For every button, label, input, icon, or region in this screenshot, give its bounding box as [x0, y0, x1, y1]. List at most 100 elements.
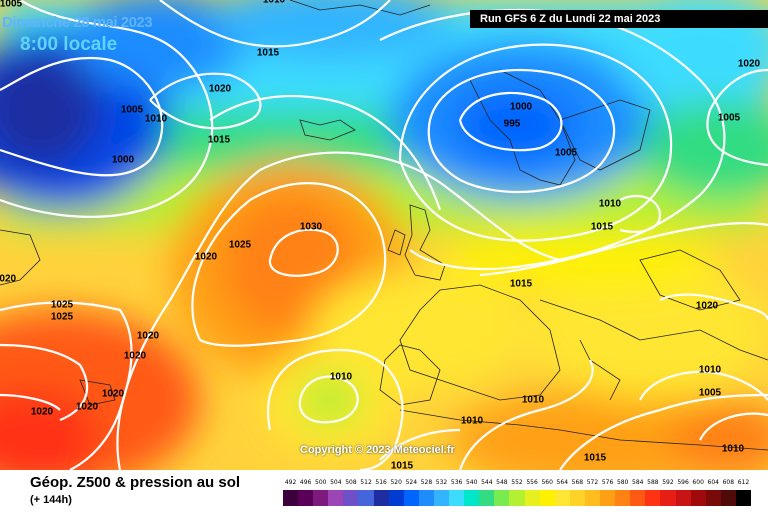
isobar-label: 1020 [0, 273, 17, 285]
legend-swatch [449, 490, 465, 506]
legend-value: 608 [722, 479, 735, 486]
legend-value: 524 [405, 479, 418, 486]
legend-value: 572 [586, 479, 599, 486]
isobar-label: 1005 [554, 147, 578, 159]
legend-value: 516 [375, 479, 387, 486]
isobar-label: 1025 [228, 239, 252, 251]
legend-swatch [539, 490, 555, 506]
legend-value: 600 [692, 479, 704, 486]
legend-swatch [509, 490, 525, 506]
forecast-lead-time: (+ 144h) [30, 494, 72, 506]
legend-swatch [720, 490, 736, 506]
legend-swatch [645, 490, 661, 506]
color-scale-legend: 492 496 500 504 508 512 516 520 524 528 532 536 540 5… [283, 479, 751, 509]
legend-swatch [494, 490, 510, 506]
legend-swatch [660, 490, 676, 506]
legend-swatch [690, 490, 706, 506]
legend-swatch [735, 490, 751, 506]
legend-value: 512 [360, 479, 372, 486]
legend-value: 612 [737, 479, 750, 486]
isobar-label: 1010 [329, 371, 353, 383]
legend-value: 564 [556, 479, 569, 486]
isobar-label: 1015 [207, 134, 231, 146]
legend-swatch [569, 490, 585, 506]
legend-swatch [433, 490, 450, 506]
legend-value: 504 [330, 479, 342, 486]
isobar-label: 1020 [30, 406, 54, 418]
legend-value: 560 [541, 479, 553, 486]
isobar-label: 1010 [460, 415, 484, 427]
legend-value: 596 [677, 479, 689, 486]
legend-value: 548 [496, 479, 508, 486]
legend-swatch [343, 490, 359, 506]
isobar-label: 1020 [101, 388, 125, 400]
legend-value: 580 [616, 479, 629, 486]
legend-swatch [584, 490, 601, 506]
forecast-date: Dimanche 28 mai 2023 [2, 14, 153, 31]
legend-value: 584 [632, 479, 644, 486]
isobar-label: 1005 [120, 104, 144, 116]
isobar-label: 1015 [590, 221, 614, 233]
isobar-label: 1020 [194, 251, 218, 263]
legend-swatch [328, 490, 344, 506]
legend-swatch [464, 490, 480, 506]
isobar-label: 1005 [717, 112, 741, 124]
legend-swatch [358, 490, 374, 506]
isobar-label: 1000 [111, 154, 135, 166]
legend-value: 536 [450, 479, 463, 486]
isobar-label: 1025 [50, 311, 74, 323]
isobar-label: 1005 [698, 387, 722, 399]
legend-swatch [524, 490, 540, 506]
legend-value: 532 [435, 479, 448, 486]
isobar-label: 1015 [583, 452, 607, 464]
isobar-label: 1010 [262, 0, 286, 6]
isobar-label: 1015 [256, 47, 280, 59]
isobar-label: 1015 [390, 460, 414, 471]
model-run-info: Run GFS 6 Z du Lundi 22 mai 2023 [470, 10, 768, 28]
isobar-label: 1015 [509, 278, 533, 290]
legend-value: 540 [465, 479, 478, 486]
legend-swatch [554, 490, 570, 506]
legend-value: 528 [420, 479, 433, 486]
legend-value: 568 [571, 479, 584, 486]
legend-swatch [675, 490, 691, 506]
isobar-label: 1030 [299, 221, 323, 233]
isobar-label: 1010 [698, 364, 722, 376]
copyright-notice: Copyright © 2023 Meteociel.fr [300, 444, 455, 456]
legend-value: 604 [707, 479, 719, 486]
geopotential-field [0, 0, 768, 470]
legend-value: 520 [390, 479, 402, 486]
isobar-label: 1020 [136, 330, 160, 342]
coastlines [0, 0, 768, 451]
legend-value: 556 [526, 479, 538, 486]
isobar-label: 1010 [721, 443, 745, 455]
legend-value: 492 [284, 479, 297, 486]
legend-swatch [388, 490, 404, 506]
legend-swatch [418, 490, 434, 506]
isobar-label: 1010 [521, 394, 545, 406]
isobar-label: 1010 [144, 113, 168, 125]
isobar-label: 1020 [695, 300, 719, 312]
isobar-label: 1020 [737, 58, 761, 70]
legend-swatch [403, 490, 419, 506]
weather-map: Dimanche 28 mai 2023 8:00 locale Run GFS… [0, 0, 768, 470]
legend-value: 496 [299, 479, 312, 486]
legend-swatch [705, 490, 721, 506]
isobar-label: 995 [503, 118, 521, 130]
legend-value: 592 [662, 479, 674, 486]
map-footer: Géop. Z500 & pression au sol (+ 144h) 49… [0, 470, 768, 512]
legend-swatch [313, 490, 329, 506]
legend-value: 552 [511, 479, 523, 486]
legend-swatch [615, 490, 631, 506]
legend-swatch [283, 490, 299, 506]
isobar-label: 1005 [0, 0, 23, 10]
isobar-label: 1020 [75, 401, 99, 413]
forecast-local-time: 8:00 locale [20, 34, 118, 55]
legend-value: 544 [481, 479, 493, 486]
legend-swatch [298, 490, 314, 506]
isobar-label: 1020 [123, 350, 147, 362]
isobar-label: 1000 [509, 101, 533, 113]
legend-value: 588 [647, 479, 659, 486]
legend-swatch [479, 490, 495, 506]
map-title: Géop. Z500 & pression au sol [30, 474, 241, 491]
